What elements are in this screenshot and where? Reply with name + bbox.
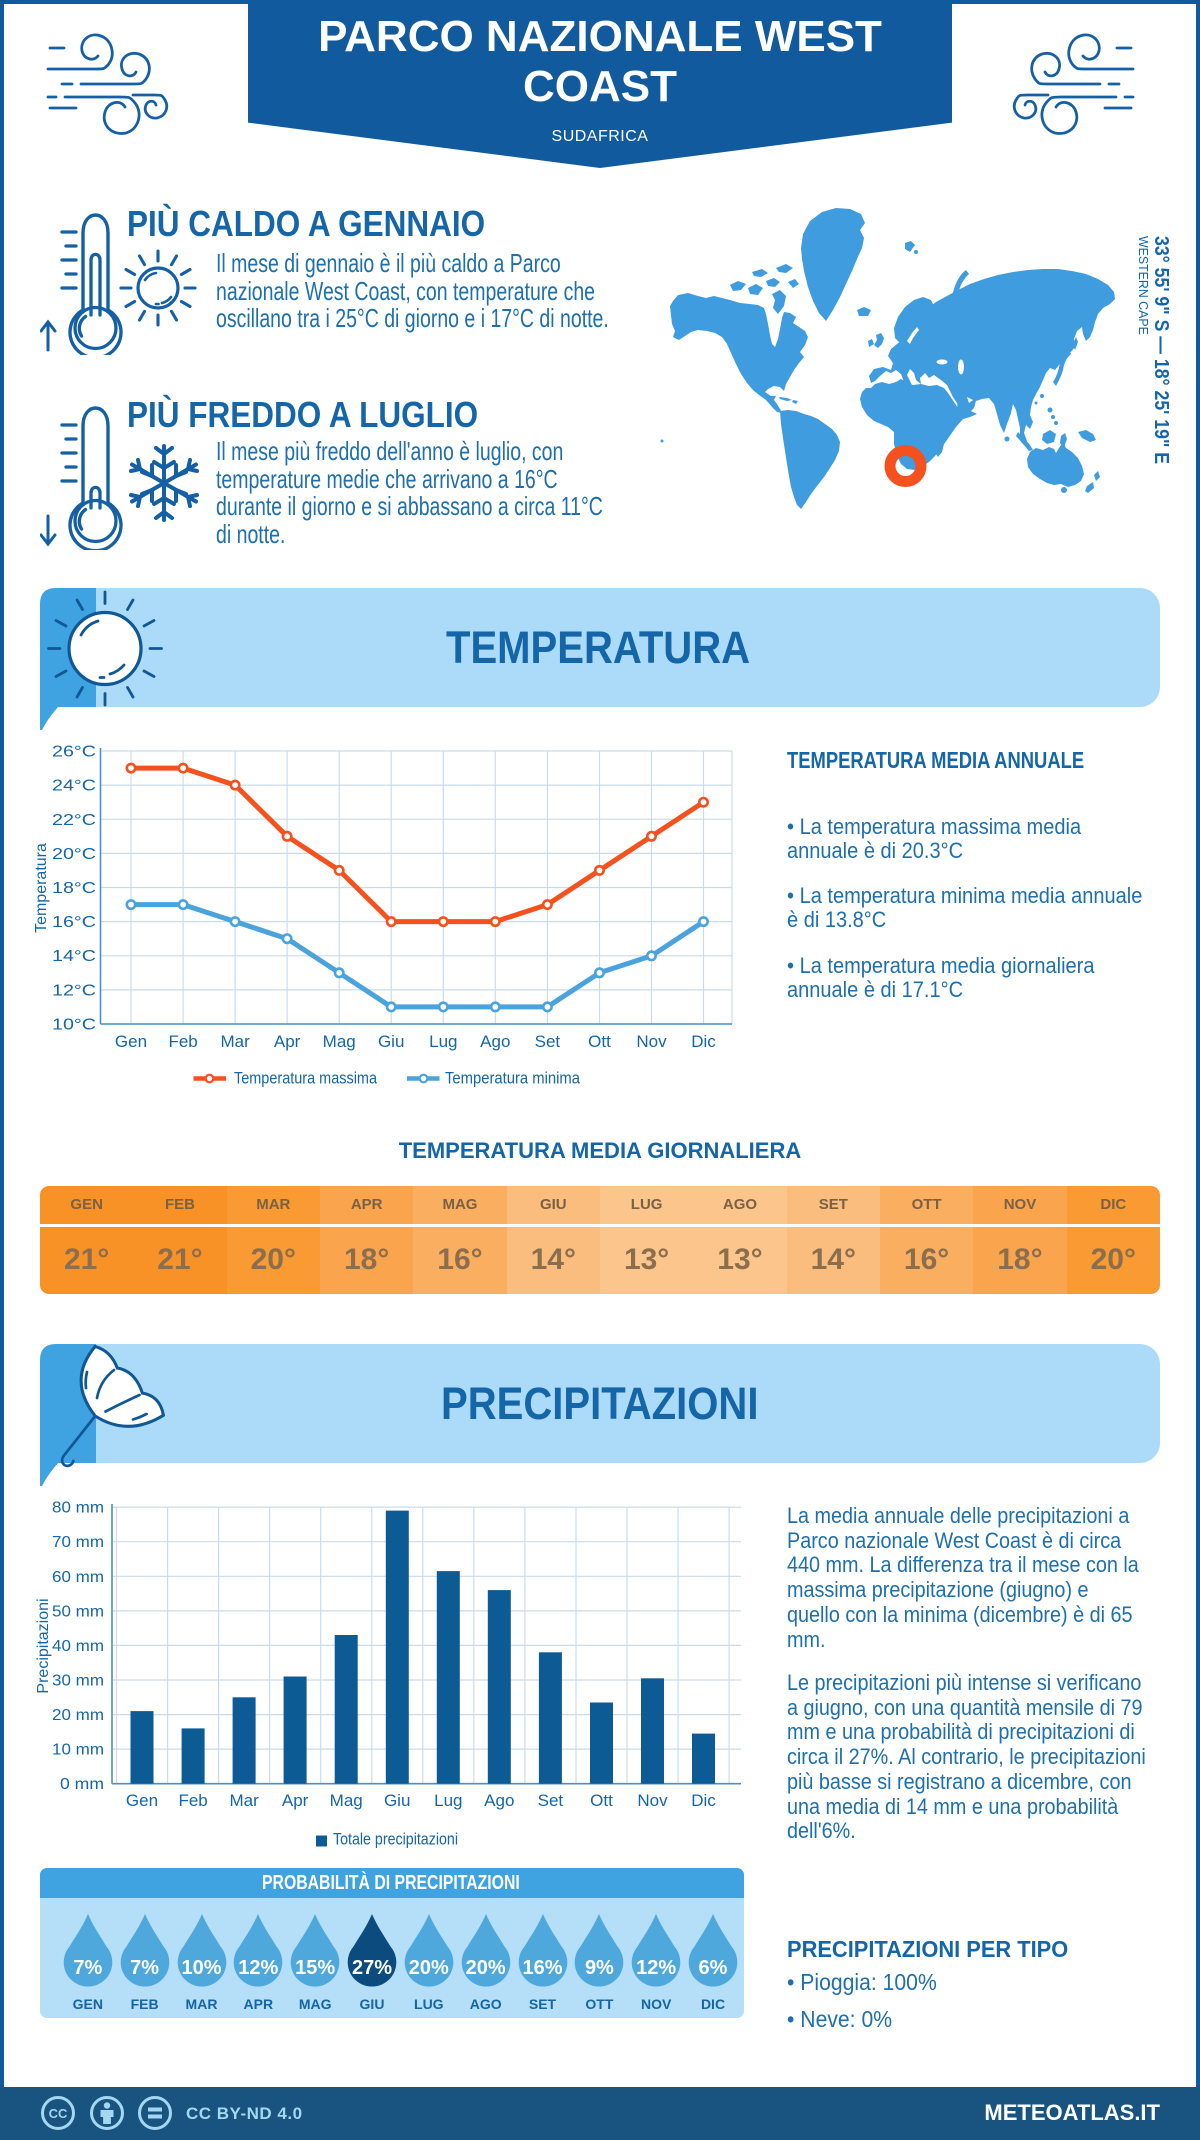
- svg-text:Feb: Feb: [178, 1791, 207, 1810]
- svg-text:10 mm: 10 mm: [52, 1742, 104, 1759]
- svg-text:Precipitazioni: Precipitazioni: [35, 1598, 52, 1693]
- svg-text:Temperatura minima: Temperatura minima: [445, 1069, 580, 1088]
- svg-text:40 mm: 40 mm: [52, 1638, 104, 1655]
- svg-text:Apr: Apr: [274, 1032, 301, 1051]
- svg-text:Mag: Mag: [323, 1032, 356, 1051]
- svg-text:Nov: Nov: [637, 1791, 668, 1810]
- svg-text:Set: Set: [535, 1032, 561, 1051]
- svg-text:70 mm: 70 mm: [52, 1534, 104, 1551]
- svg-text:Ott: Ott: [590, 1791, 613, 1810]
- svg-text:20 mm: 20 mm: [52, 1707, 104, 1724]
- svg-text:Dic: Dic: [691, 1032, 716, 1051]
- svg-text:Lug: Lug: [429, 1032, 457, 1051]
- svg-text:Giu: Giu: [384, 1791, 410, 1810]
- svg-text:Temperatura massima: Temperatura massima: [234, 1069, 377, 1088]
- svg-text:10°C: 10°C: [52, 1017, 96, 1034]
- svg-text:30 mm: 30 mm: [52, 1673, 104, 1690]
- svg-text:12°C: 12°C: [52, 982, 96, 999]
- svg-text:Mag: Mag: [330, 1791, 363, 1810]
- svg-text:Nov: Nov: [636, 1032, 667, 1051]
- svg-text:0 mm: 0 mm: [60, 1776, 104, 1793]
- svg-text:26°C: 26°C: [52, 744, 96, 761]
- svg-text:Gen: Gen: [126, 1791, 158, 1810]
- svg-text:CC: CC: [49, 2106, 68, 2121]
- svg-text:Ott: Ott: [588, 1032, 611, 1051]
- svg-text:Mar: Mar: [220, 1032, 250, 1051]
- svg-text:Apr: Apr: [282, 1791, 309, 1810]
- svg-text:20°C: 20°C: [52, 846, 96, 863]
- svg-text:Mar: Mar: [229, 1791, 259, 1810]
- svg-text:Totale precipitazioni: Totale precipitazioni: [333, 1830, 458, 1849]
- svg-text:22°C: 22°C: [52, 812, 96, 829]
- svg-text:Ago: Ago: [484, 1791, 514, 1810]
- svg-text:Gen: Gen: [115, 1032, 147, 1051]
- svg-text:24°C: 24°C: [52, 778, 96, 795]
- svg-text:18°C: 18°C: [52, 880, 96, 897]
- svg-text:16°C: 16°C: [52, 914, 96, 931]
- svg-text:60 mm: 60 mm: [52, 1569, 104, 1586]
- svg-text:Set: Set: [538, 1791, 564, 1810]
- svg-text:Feb: Feb: [168, 1032, 197, 1051]
- svg-text:Lug: Lug: [434, 1791, 462, 1810]
- svg-text:80 mm: 80 mm: [52, 1500, 104, 1517]
- svg-text:Temperatura: Temperatura: [33, 843, 50, 933]
- svg-text:Giu: Giu: [378, 1032, 404, 1051]
- svg-text:14°C: 14°C: [52, 948, 96, 965]
- svg-text:Dic: Dic: [691, 1791, 716, 1810]
- svg-text:Ago: Ago: [480, 1032, 510, 1051]
- svg-text:50 mm: 50 mm: [52, 1603, 104, 1620]
